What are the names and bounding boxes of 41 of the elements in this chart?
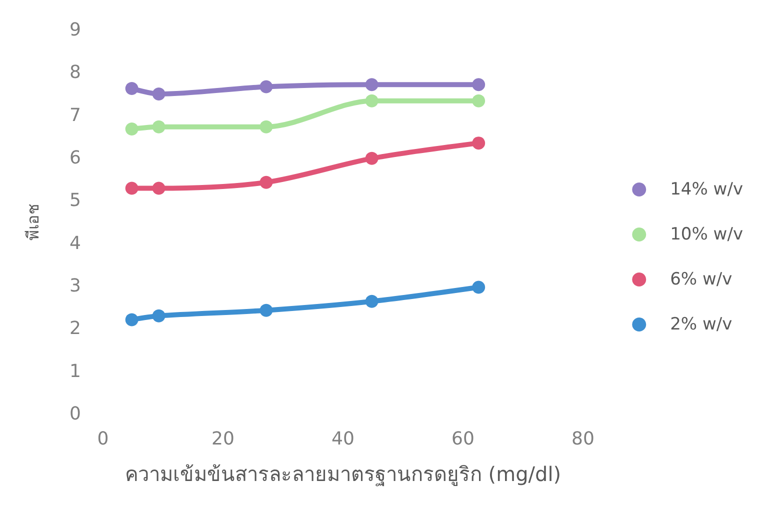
point — [125, 313, 138, 326]
y-tick-label: 7 — [70, 104, 81, 126]
y-tick-label: 3 — [70, 276, 81, 296]
point — [260, 304, 273, 317]
x-tick-label: 60 — [452, 428, 474, 450]
legend-label: 14% w/v — [670, 180, 744, 200]
point — [152, 88, 166, 100]
point — [365, 152, 378, 165]
x-tick-label: 40 — [332, 428, 354, 450]
point — [125, 82, 138, 95]
point — [152, 120, 166, 134]
point — [152, 309, 166, 322]
y-tick-label: 5 — [70, 190, 81, 212]
point — [365, 294, 378, 308]
legend-label: 6% w/v — [670, 270, 732, 290]
y-tick-label: 4 — [70, 232, 81, 254]
y-tick-label: 6 — [70, 148, 81, 168]
point — [260, 120, 273, 134]
y-axis-title: พีเอช — [24, 204, 42, 240]
point — [472, 78, 486, 92]
y-tick-label: 1 — [70, 360, 81, 382]
x-tick-label: 80 — [572, 428, 594, 450]
y-tick-label: 8 — [70, 62, 81, 84]
x-tick-label: 0 — [97, 428, 109, 450]
x-axis-title: ความเข้มข้นสารละลายมาตรฐานกรดยูริก (mg/dl) — [124, 462, 562, 487]
point — [472, 94, 486, 108]
point — [472, 280, 486, 294]
x-tick-label: 20 — [212, 428, 234, 450]
y-tick-label: 9 — [70, 20, 81, 40]
legend-label: 2% w/v — [670, 314, 732, 334]
point — [365, 78, 378, 92]
point — [152, 182, 166, 195]
point — [260, 80, 273, 94]
point — [472, 136, 486, 150]
legend-label: 10% w/v — [670, 224, 744, 244]
point — [260, 176, 273, 189]
y-tick-label: 0 — [70, 404, 81, 424]
point — [125, 122, 138, 136]
y-tick-label: 2 — [70, 318, 81, 340]
point — [365, 94, 378, 108]
point — [125, 182, 138, 195]
